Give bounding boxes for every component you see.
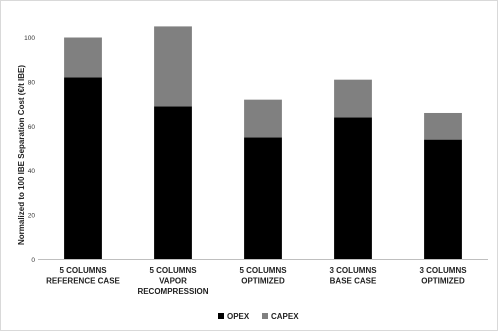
category-label: 5 COLUMNS OPTIMIZED	[239, 266, 287, 286]
y-tick-label: 40	[28, 168, 36, 175]
bar-capex	[64, 37, 102, 78]
bar-capex	[424, 112, 462, 140]
bars	[64, 26, 462, 260]
y-tick-label: 60	[28, 124, 36, 131]
category-label: 3 COLUMNS BASE CASE	[329, 266, 377, 286]
legend: OPEX CAPEX	[218, 312, 299, 321]
category-label: 3 COLUMNS OPTIMIZED	[419, 266, 467, 286]
bar-capex	[244, 99, 282, 138]
bar-opex	[154, 106, 192, 260]
legend-swatch-capex	[262, 313, 268, 319]
y-tick-label: 20	[28, 213, 36, 220]
y-tick-label: 100	[24, 35, 35, 42]
bar-opex	[334, 117, 372, 260]
bar-opex	[244, 137, 282, 260]
category-label: 5 COLUMNS VAPOR RECOMPRESSION	[137, 266, 208, 296]
y-axis-ticks: 0 20 40 60 80 100	[24, 35, 35, 264]
legend-label-opex: OPEX	[227, 312, 250, 321]
category-labels: 5 COLUMNS REFERENCE CASE 5 COLUMNS VAPOR REC…	[46, 266, 467, 296]
bar-capex	[334, 79, 372, 118]
y-tick-label: 0	[31, 257, 35, 264]
legend-label-capex: CAPEX	[271, 312, 299, 321]
y-axis-label: Normalized to 100 IBE Separation Cost (€…	[17, 65, 26, 245]
y-tick-label: 80	[28, 79, 36, 86]
legend-swatch-opex	[218, 313, 224, 319]
bar-opex	[64, 77, 102, 260]
bar-capex	[154, 26, 192, 107]
category-label: 5 COLUMNS REFERENCE CASE	[46, 266, 120, 286]
bar-opex	[424, 139, 462, 260]
